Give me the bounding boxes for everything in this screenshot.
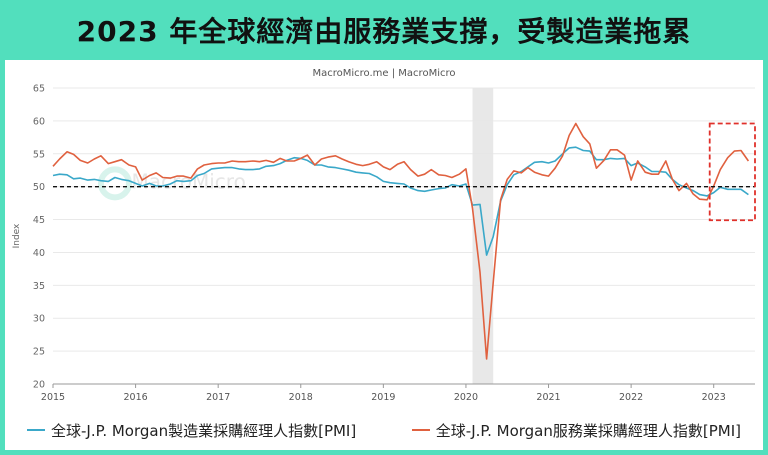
y-tick-label: 60 — [33, 116, 45, 127]
y-tick-label: 55 — [33, 149, 45, 160]
x-tick-label: 2023 — [702, 392, 726, 403]
y-axis-label: Index — [12, 223, 22, 248]
services-pmi-line — [52, 122, 750, 360]
y-tick-label: 40 — [33, 248, 45, 259]
legend-swatch-services — [411, 429, 430, 431]
page-title: 2023 年全球經濟由服務業支撐，受製造業拖累 — [76, 15, 692, 48]
x-tick-label: 2015 — [41, 392, 65, 403]
chart-panel: MacroMicro.me | MacroMicro 20 25 30 35 40 45 50… — [5, 60, 763, 450]
x-tick-label: 2016 — [123, 392, 147, 403]
y-tick-label: 25 — [33, 347, 45, 358]
chart-source-caption: MacroMicro.me | MacroMicro — [313, 68, 456, 79]
y-tick-label: 65 — [33, 84, 45, 95]
x-tick-label: 2019 — [371, 392, 395, 403]
chart-legend: 全球-J.P. Morgan製造業採購經理人指數[PMI] 全球-J.P. Mo… — [5, 412, 763, 448]
legend-item-services[interactable]: 全球-J.P. Morgan服務業採購經理人指數[PMI] — [411, 420, 741, 441]
manufacturing-pmi-line — [52, 146, 749, 256]
y-tick-label: 20 — [33, 380, 45, 391]
y-tick-label: 50 — [33, 182, 45, 193]
legend-label-manufacturing: 全球-J.P. Morgan製造業採購經理人指數[PMI] — [51, 421, 357, 440]
highlight-box-2023 — [708, 122, 756, 222]
legend-label-services: 全球-J.P. Morgan服務業採購經理人指數[PMI] — [435, 421, 741, 440]
recession-shade — [472, 88, 494, 384]
y-tick-label: 35 — [33, 281, 45, 292]
y-tick-label: 30 — [33, 314, 45, 325]
x-tick-label: 2018 — [289, 392, 313, 403]
legend-swatch-manufacturing — [27, 429, 45, 431]
x-tick-label: 2020 — [454, 392, 478, 403]
x-tick-label: 2022 — [619, 392, 643, 403]
y-tick-label: 45 — [33, 215, 45, 226]
x-tick-label: 2021 — [536, 392, 560, 403]
legend-item-manufacturing[interactable]: 全球-J.P. Morgan製造業採購經理人指數[PMI] — [27, 420, 356, 441]
x-tick-label: 2017 — [206, 392, 230, 403]
watermark-logo — [97, 166, 132, 201]
pmi-line-chart: MacroMicro.me | MacroMicro 20 25 30 35 40 45 50… — [12, 68, 756, 403]
